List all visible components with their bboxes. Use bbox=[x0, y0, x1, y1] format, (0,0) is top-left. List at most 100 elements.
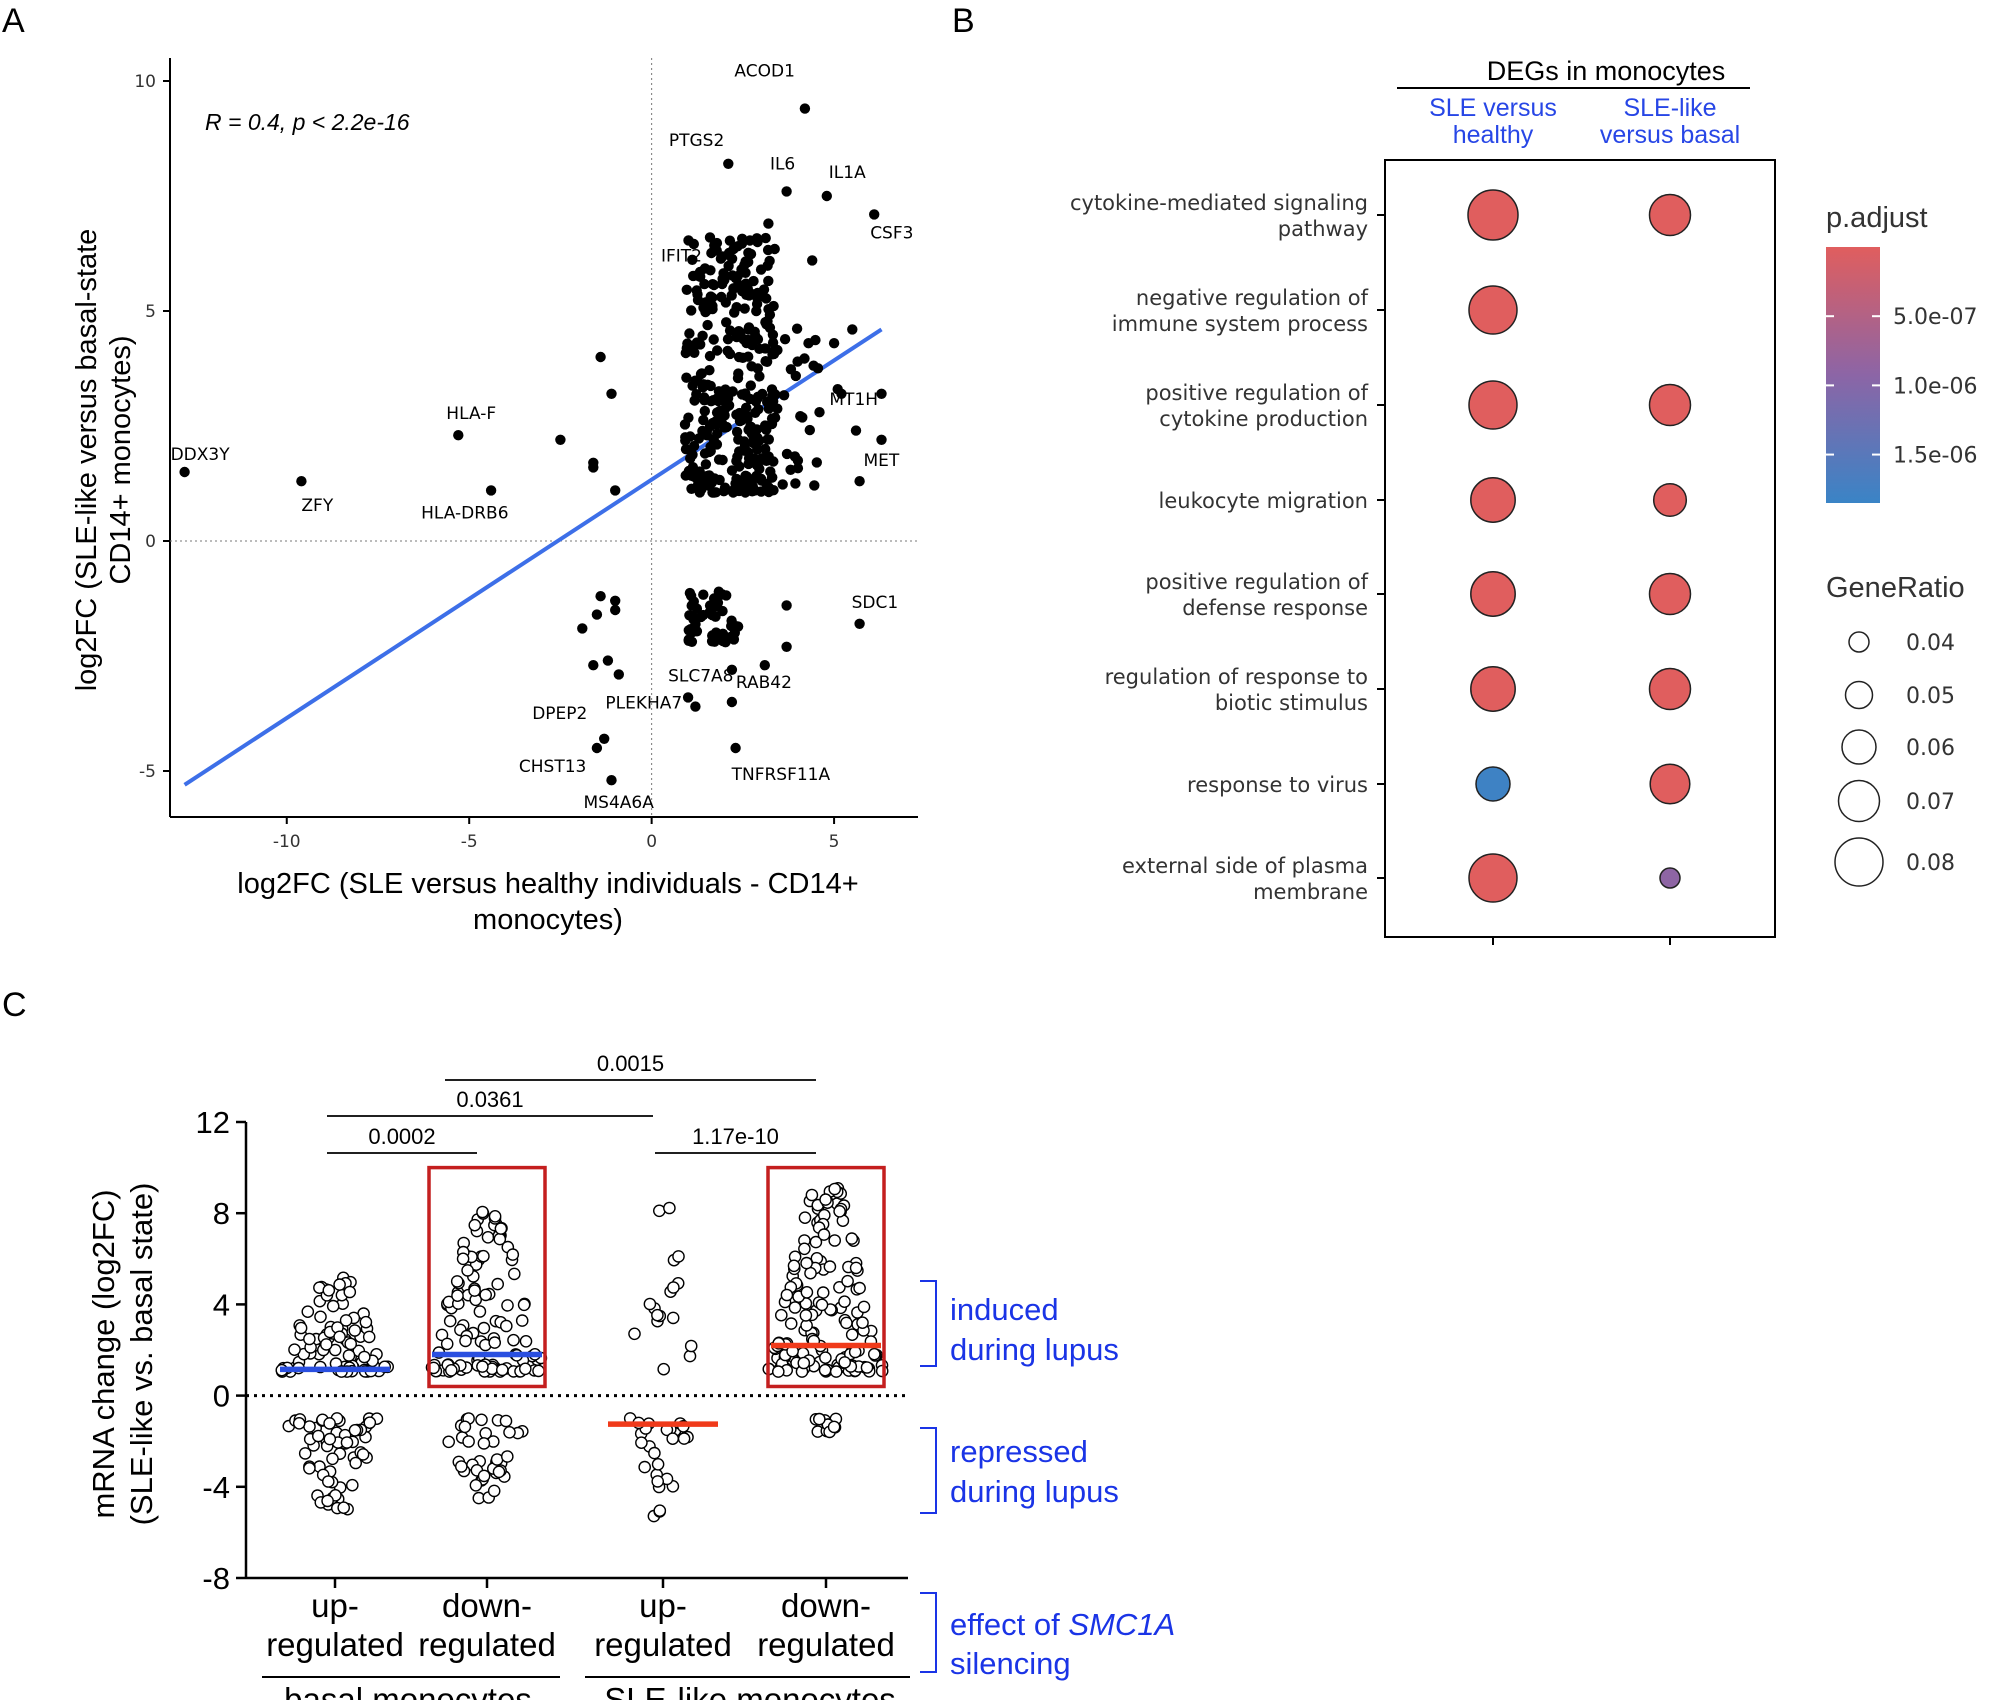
panel-c-point bbox=[819, 1193, 832, 1206]
panel-a-point bbox=[688, 596, 699, 607]
panel-a-point bbox=[739, 303, 750, 314]
panel-b-col2-line2: versus basal bbox=[1600, 121, 1740, 149]
panel-c-point bbox=[828, 1234, 842, 1247]
panel-c-point bbox=[815, 1298, 829, 1312]
panel-a-ylabel-line2: CD14+ monocytes) bbox=[105, 335, 137, 584]
panel-c-point bbox=[359, 1315, 373, 1329]
legend-padjust-tick-label: 1.0e-06 bbox=[1893, 374, 1977, 399]
legend-generatio-circle bbox=[1844, 680, 1874, 710]
panel-a-point bbox=[781, 641, 792, 652]
panel-a-point bbox=[789, 451, 801, 462]
panel-c-point bbox=[494, 1222, 508, 1235]
panel-c-point bbox=[488, 1336, 502, 1349]
panel-a-point bbox=[726, 253, 738, 264]
panel-c-point bbox=[459, 1334, 472, 1348]
panel-a-point bbox=[790, 370, 801, 382]
panel-c-point bbox=[856, 1316, 869, 1329]
panel-b-plot-frame bbox=[1384, 159, 1776, 938]
panel-b-dot bbox=[1470, 477, 1516, 523]
legend-generatio-label: 0.05 bbox=[1906, 684, 1955, 709]
panel-a-point bbox=[704, 446, 715, 458]
panel-a-point bbox=[739, 442, 750, 453]
panel-c-point bbox=[488, 1210, 502, 1223]
panel-a-point bbox=[712, 345, 723, 356]
panel-c-point bbox=[788, 1301, 802, 1314]
panel-c-point bbox=[333, 1330, 346, 1344]
panel-a-labeled-point bbox=[591, 742, 603, 754]
panel-a-labeled-point bbox=[730, 742, 741, 754]
panel-c-ylabel-line1: mRNA change (log2FC) bbox=[86, 1189, 121, 1518]
panel-c-comparison-label: 1.17e-10 bbox=[692, 1124, 779, 1149]
panel-c-point bbox=[506, 1248, 520, 1261]
panel-a-point bbox=[702, 319, 713, 331]
panel-a-point bbox=[710, 416, 721, 427]
panel-a-point bbox=[704, 606, 715, 618]
panel-a-point bbox=[681, 372, 692, 383]
panel-c-point bbox=[499, 1414, 513, 1428]
panel-c-ytick-label: 8 bbox=[213, 1196, 230, 1231]
panel-a-ylabel-line1: log2FC (SLE-like versus basal-state bbox=[71, 229, 103, 692]
panel-c-point bbox=[301, 1305, 315, 1318]
panel-c-point bbox=[468, 1284, 481, 1297]
panel-a-gene-label: PTGS2 bbox=[669, 131, 724, 151]
annotation-effect-line1: effect of SMC1A bbox=[950, 1607, 1175, 1642]
panel-c-point bbox=[454, 1460, 468, 1473]
panel-a-point bbox=[719, 485, 731, 496]
legend-generatio-circle bbox=[1837, 779, 1881, 823]
panel-a-point bbox=[768, 456, 779, 467]
panel-c-point bbox=[653, 1504, 667, 1517]
panel-c-point bbox=[532, 1364, 545, 1378]
panel-a-point bbox=[706, 636, 718, 647]
panel-c-point bbox=[860, 1361, 874, 1374]
panel-a-point bbox=[726, 664, 738, 675]
panel-c-point bbox=[519, 1362, 532, 1376]
panel-a-point bbox=[750, 407, 761, 418]
panel-c-point bbox=[493, 1232, 507, 1246]
panel-c-group-label: regulated bbox=[418, 1626, 556, 1663]
panel-a-point bbox=[745, 421, 756, 432]
panel-c-point bbox=[651, 1308, 664, 1322]
bracket-effect bbox=[920, 1592, 937, 1673]
panel-c-group-label: regulated bbox=[266, 1626, 404, 1663]
panel-c-point bbox=[628, 1327, 641, 1341]
panel-a-point bbox=[702, 304, 713, 316]
panel-c-point bbox=[298, 1447, 312, 1460]
panel-c-point bbox=[303, 1420, 316, 1433]
panel-c-point bbox=[476, 1360, 489, 1373]
panel-a-point bbox=[760, 356, 771, 367]
panel-a-point bbox=[733, 326, 744, 337]
panel-a-point bbox=[595, 351, 606, 363]
panel-a-point bbox=[610, 595, 621, 606]
panel-c-point bbox=[828, 1182, 842, 1196]
panel-a-point bbox=[752, 236, 763, 248]
panel-a-point bbox=[790, 478, 801, 489]
panel-c-point bbox=[787, 1259, 801, 1273]
panel-a-point bbox=[751, 438, 762, 449]
legend-padjust-title: p.adjust bbox=[1826, 202, 1928, 234]
panel-a-point bbox=[709, 473, 720, 484]
panel-c-point bbox=[479, 1288, 493, 1302]
panel-a-point bbox=[715, 253, 727, 264]
panel-a-xlabel-line2: monocytes) bbox=[473, 904, 623, 936]
panel-a-point bbox=[809, 480, 820, 491]
panel-c-point bbox=[456, 1252, 470, 1266]
panel-a-point bbox=[595, 591, 606, 602]
panel-a-point bbox=[777, 479, 788, 490]
panel-c-point bbox=[344, 1337, 358, 1351]
panel-c-axes: -8 -4 0 4 8 12 bbox=[196, 1105, 908, 1596]
panel-b-term-label: positive regulation of bbox=[1145, 381, 1368, 405]
panel-c-point bbox=[337, 1501, 351, 1514]
panel-a-labeled-point bbox=[854, 618, 865, 629]
panel-c-point bbox=[444, 1364, 458, 1377]
panel-a-gene-label: MT1H bbox=[829, 390, 878, 410]
panel-a-point bbox=[602, 655, 614, 666]
panel-a-labeled-point bbox=[723, 158, 734, 169]
panel-a-point bbox=[750, 330, 761, 341]
panel-a-point bbox=[743, 322, 755, 333]
panel-a-point bbox=[746, 361, 757, 372]
panel-a-gene-label: IFIT2 bbox=[661, 246, 702, 266]
panel-a-point bbox=[752, 391, 764, 402]
panel-a-point bbox=[772, 403, 783, 414]
panel-c-point bbox=[323, 1432, 337, 1446]
